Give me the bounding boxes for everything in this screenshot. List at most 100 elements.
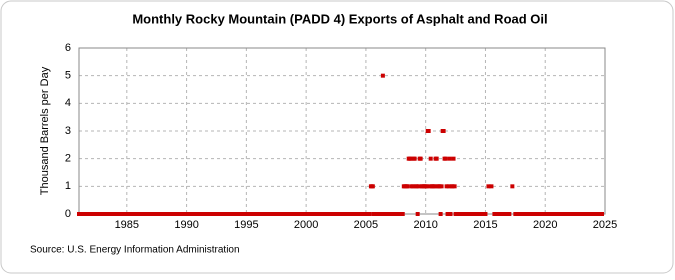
- point: [513, 212, 518, 216]
- point: [286, 212, 291, 216]
- point: [319, 212, 324, 216]
- point: [79, 212, 84, 216]
- point: [220, 212, 225, 216]
- point: [190, 212, 195, 216]
- point: [253, 212, 258, 216]
- point: [124, 212, 129, 216]
- point: [193, 212, 198, 216]
- point: [546, 212, 551, 216]
- point: [474, 212, 479, 216]
- y-tick-label: 0: [65, 208, 71, 220]
- point: [259, 212, 264, 216]
- point: [443, 156, 448, 161]
- y-tick-label: 1: [65, 180, 71, 192]
- point: [121, 212, 126, 216]
- point: [142, 212, 147, 216]
- point: [434, 156, 439, 161]
- point: [181, 212, 186, 216]
- point: [345, 212, 350, 216]
- point: [416, 184, 421, 189]
- point: [91, 212, 96, 216]
- point: [405, 184, 410, 189]
- point: [510, 184, 515, 189]
- point: [507, 212, 512, 216]
- point: [412, 156, 417, 161]
- point: [427, 184, 432, 189]
- point: [582, 212, 587, 216]
- point: [118, 212, 123, 216]
- point: [400, 212, 405, 216]
- point: [85, 212, 90, 216]
- point: [342, 212, 347, 216]
- x-tick-label: 2005: [354, 219, 378, 231]
- point: [307, 212, 312, 216]
- x-tick-label: 2000: [294, 219, 318, 231]
- point: [414, 184, 419, 189]
- x-tick-label: 2015: [473, 219, 497, 231]
- point: [468, 212, 473, 216]
- point: [244, 212, 249, 216]
- point: [597, 212, 602, 216]
- point: [109, 212, 114, 216]
- point: [115, 212, 120, 216]
- point: [354, 212, 359, 216]
- point: [151, 212, 156, 216]
- point: [439, 184, 444, 189]
- point: [448, 212, 453, 216]
- point: [163, 212, 168, 216]
- y-tick-label: 2: [65, 153, 71, 165]
- x-tick-label: 1985: [115, 219, 139, 231]
- point: [444, 184, 449, 189]
- point: [136, 212, 141, 216]
- point: [211, 212, 216, 216]
- point: [328, 212, 333, 216]
- point: [495, 212, 500, 216]
- point: [452, 184, 457, 189]
- point: [250, 212, 255, 216]
- point: [418, 156, 423, 161]
- y-tick-label: 5: [65, 70, 71, 82]
- y-tick-label: 6: [65, 42, 71, 54]
- point: [534, 212, 539, 216]
- point: [214, 212, 219, 216]
- x-tick-label: 1990: [174, 219, 198, 231]
- point: [531, 212, 536, 216]
- point: [205, 212, 210, 216]
- point: [325, 212, 330, 216]
- point: [438, 212, 443, 216]
- point: [380, 73, 385, 78]
- point: [127, 212, 132, 216]
- point: [504, 212, 509, 216]
- point: [271, 212, 276, 216]
- point: [172, 212, 177, 216]
- point: [103, 212, 108, 216]
- point: [97, 212, 102, 216]
- point: [445, 212, 450, 216]
- point: [88, 212, 93, 216]
- point: [262, 212, 267, 216]
- point: [428, 156, 433, 161]
- point: [528, 212, 533, 216]
- point: [145, 212, 150, 216]
- point: [301, 212, 306, 216]
- point: [166, 212, 171, 216]
- point: [426, 129, 431, 133]
- point: [94, 212, 99, 216]
- point: [594, 212, 599, 216]
- point: [268, 212, 273, 216]
- x-tick-label: 2025: [593, 219, 617, 231]
- point: [501, 212, 506, 216]
- point: [570, 212, 575, 216]
- x-tick-label: 1995: [234, 219, 258, 231]
- point: [540, 212, 545, 216]
- point: [223, 212, 228, 216]
- point: [585, 212, 590, 216]
- point: [360, 212, 365, 216]
- point: [256, 212, 261, 216]
- x-tick-label: 2020: [533, 219, 557, 231]
- point: [322, 212, 327, 216]
- point: [226, 212, 231, 216]
- point: [187, 212, 192, 216]
- point: [446, 184, 451, 189]
